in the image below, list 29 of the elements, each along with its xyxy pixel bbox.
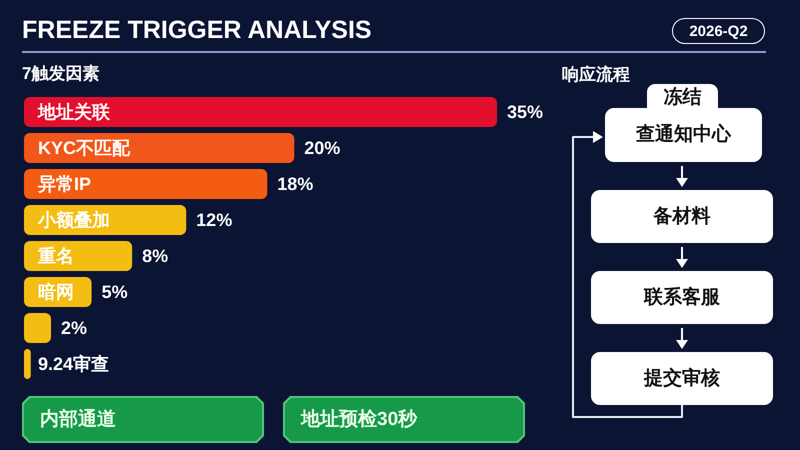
text: 响应流程 [562, 65, 630, 85]
y-tick-label: 异常IP [37, 174, 92, 194]
bar [24, 133, 294, 163]
data-label: 35% [507, 102, 544, 122]
bar [24, 313, 52, 343]
bar [24, 349, 31, 379]
data-label: 8% [142, 246, 168, 266]
y-tick-label: 小额叠加 [37, 210, 110, 230]
y-tick-label: 暗网 [38, 282, 74, 302]
y-tick-label: 9.24审查 [38, 354, 110, 374]
data-label: 2% [61, 318, 88, 338]
note-box: 地址预检30秒 [283, 396, 525, 443]
chart-title: FREEZE TRIGGER ANALYSIS [22, 15, 372, 45]
y-tick-label: 重名 [37, 246, 74, 266]
badge-outline: 2026-Q2 [672, 18, 765, 44]
y-tick-label: KYC不匹配 [38, 138, 132, 158]
step-box: 备材料 [591, 190, 773, 243]
note-box: 内部通道 [22, 396, 264, 443]
data-label: 18% [277, 174, 314, 194]
data-label: 5% [102, 282, 128, 302]
data-label: 12% [196, 210, 232, 230]
y-tick-label: 地址关联 [37, 102, 111, 122]
y-axis-title: 7触发因素 [22, 64, 100, 83]
step-box: 提交审核 [591, 352, 773, 405]
bar [24, 169, 268, 199]
data-label: 20% [304, 138, 340, 158]
bar [24, 97, 497, 127]
step-box: 联系客服 [591, 271, 773, 324]
step-box: 查通知中心 [605, 108, 762, 162]
